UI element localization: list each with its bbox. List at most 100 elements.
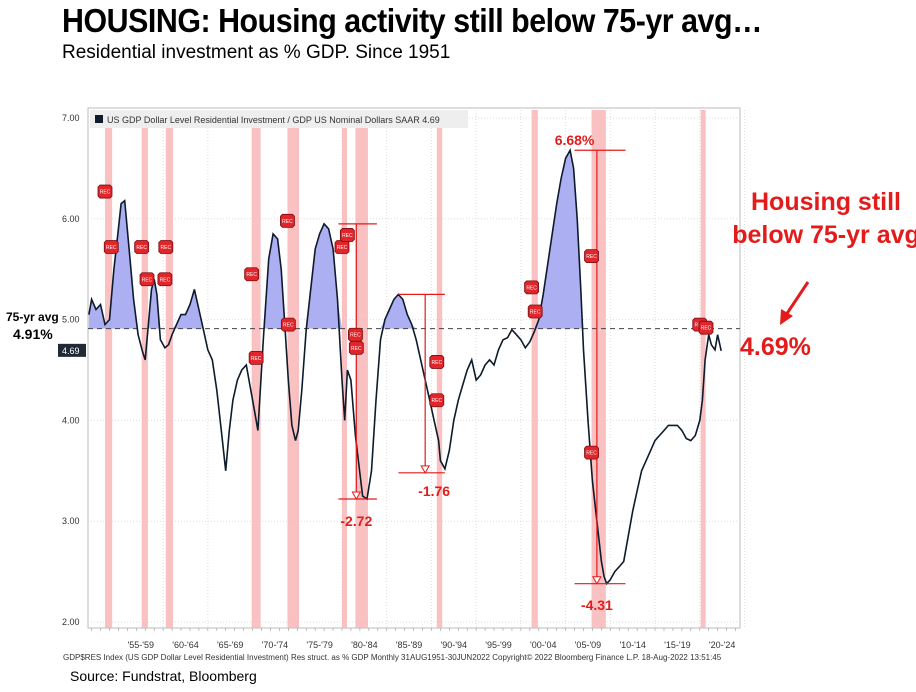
x-tick-label: '80-'84 xyxy=(351,640,377,650)
last-value-label: 4.69 xyxy=(62,346,80,356)
recession-band xyxy=(287,110,300,628)
x-tick-label: '20-'24 xyxy=(709,640,735,650)
last-value-box xyxy=(58,343,86,357)
rec-tag-shape xyxy=(248,351,264,365)
x-tick-label: '60-'64 xyxy=(172,640,198,650)
rec-tag-label: REC xyxy=(530,310,541,316)
y-tick-label: 4.00 xyxy=(62,415,80,425)
x-tick-label: '85-'89 xyxy=(396,640,422,650)
source-note: Source: Fundstrat, Bloomberg xyxy=(70,668,257,684)
rec-tag-label: REC xyxy=(526,285,537,291)
rec-tag-shape xyxy=(157,272,173,287)
rec-tag-label: REC xyxy=(251,356,262,362)
drawdown-arrowhead xyxy=(351,491,362,501)
rec-tag-shape xyxy=(280,213,295,228)
rec-tag-label: REC xyxy=(142,277,153,283)
average-value: 4.91% xyxy=(13,326,53,342)
legend: US GDP Dollar Level Residential Investme… xyxy=(90,110,468,128)
rec-tag-shape xyxy=(158,240,174,254)
y-tick-label: 5.00 xyxy=(62,315,80,325)
x-tick-label: '95-'99 xyxy=(485,640,511,650)
average-label: 75-yr avg xyxy=(6,310,59,324)
rec-tag-label: REC xyxy=(351,346,362,352)
rec-tag-shape xyxy=(584,249,599,263)
x-tick-label: '10-'14 xyxy=(619,640,645,650)
x-tick-label: '05-'09 xyxy=(575,640,601,650)
rec-tag-label: REC xyxy=(586,451,597,457)
legend-swatch xyxy=(95,115,103,123)
rec-tag-shape xyxy=(584,445,599,460)
drawdown-arrowhead xyxy=(592,576,602,585)
x-tick-label: '00-'04 xyxy=(530,640,556,650)
rec-tag-shape xyxy=(527,304,543,319)
x-tick-label: '75-'79 xyxy=(306,640,332,650)
recession-band xyxy=(342,110,348,628)
rec-tag-shape xyxy=(429,393,445,408)
rec-tag-label: REC xyxy=(246,272,257,278)
rec-tag-shape xyxy=(348,327,363,342)
rec-tag-shape xyxy=(139,272,155,287)
x-tick-label: '15-'19 xyxy=(664,640,690,650)
rec-tag-label: REC xyxy=(100,190,111,196)
above-average-fill xyxy=(88,150,722,329)
callout-line-2: below 75-yr avg xyxy=(732,221,916,249)
rec-tag-label: REC xyxy=(283,323,294,329)
rec-tag-shape xyxy=(524,280,540,295)
recession-band xyxy=(591,110,606,628)
recession-band xyxy=(141,110,148,628)
series-line xyxy=(88,148,722,586)
annotation-label: 6.68% xyxy=(555,132,595,148)
rec-tag-shape xyxy=(339,228,355,242)
rec-tag-label: REC xyxy=(136,245,147,251)
rec-tag-label: REC xyxy=(350,333,361,339)
rec-tag-label: REC xyxy=(160,277,171,283)
recession-band xyxy=(104,110,113,628)
recession-band xyxy=(165,110,173,628)
rec-tag-shape xyxy=(103,240,119,254)
recession-band xyxy=(251,110,261,628)
callout-line-1: Housing still xyxy=(751,188,901,216)
rec-tag-label: REC xyxy=(337,245,348,251)
rec-tag-shape xyxy=(244,267,260,282)
rec-tag-label: REC xyxy=(106,245,117,251)
rec-tag-shape xyxy=(334,240,350,254)
rec-tag-shape xyxy=(429,355,445,369)
y-tick-label: 6.00 xyxy=(62,214,80,224)
rec-tag-label: REC xyxy=(432,360,443,366)
page-title: HOUSING: Housing activity still below 75… xyxy=(62,2,762,39)
rec-tag-shape xyxy=(698,320,714,335)
x-tick-label: '70-'74 xyxy=(262,640,288,650)
rec-tag-label: REC xyxy=(342,233,353,239)
legend-box xyxy=(90,110,468,128)
drawdown-arrowhead xyxy=(420,465,431,474)
page-subtitle: Residential investment as % GDP. Since 1… xyxy=(62,42,451,63)
rec-tag-shape xyxy=(134,240,150,254)
rec-tag-shape xyxy=(97,184,113,199)
rec-tag-label: REC xyxy=(282,219,293,225)
annotation-label: -1.76 xyxy=(418,483,450,499)
recession-band xyxy=(531,110,538,628)
legend-text: US GDP Dollar Level Residential Investme… xyxy=(107,115,440,125)
current-value: 4.69% xyxy=(740,333,811,361)
rec-tag-label: REC xyxy=(432,398,443,404)
recession-band xyxy=(700,110,706,628)
x-tick-label: '90-'94 xyxy=(441,640,467,650)
recession-band xyxy=(436,110,443,628)
rec-tag-label: REC xyxy=(701,326,712,332)
y-tick-label: 3.00 xyxy=(62,516,80,526)
y-tick-label: 7.00 xyxy=(62,113,80,123)
rec-tag-label: REC xyxy=(161,245,172,251)
x-tick-label: '65-'69 xyxy=(217,640,243,650)
y-tick-label: 2.00 xyxy=(62,617,80,627)
recession-band xyxy=(355,110,368,628)
rec-tag-label: REC xyxy=(586,254,597,260)
annotation-label: -2.72 xyxy=(340,513,372,529)
callout-text: Housing still below 75-yr avg xyxy=(726,186,916,252)
rec-tag-shape xyxy=(348,340,364,355)
x-tick-label: '55-'59 xyxy=(128,640,154,650)
chart-footer: GDP$RES Index (US GDP Dollar Level Resid… xyxy=(63,653,722,662)
rec-tag-shape xyxy=(280,317,296,332)
plot-background xyxy=(87,107,741,629)
annotation-label: -4.31 xyxy=(581,597,613,613)
